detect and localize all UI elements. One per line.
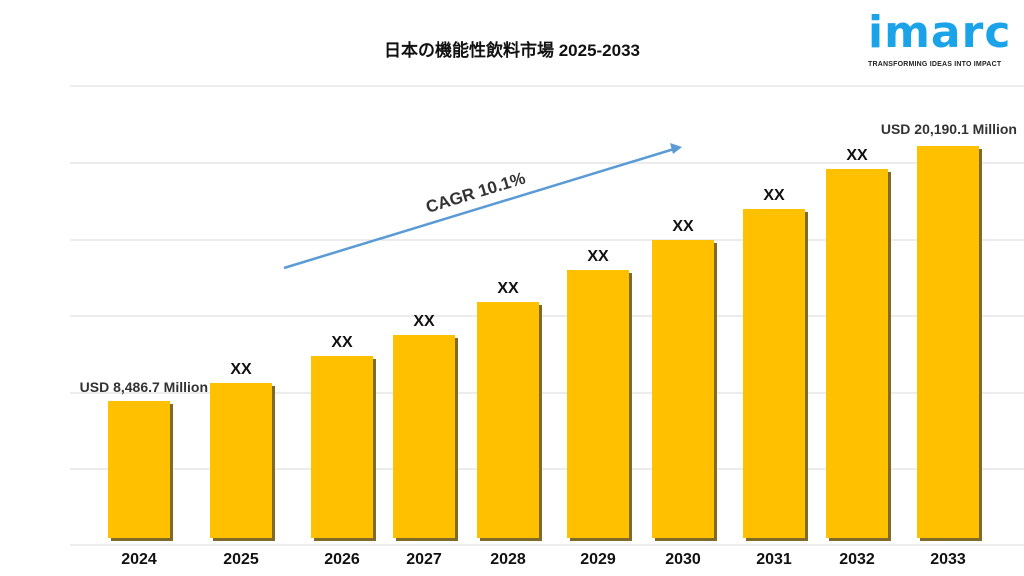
logo-word: imarc [868, 7, 1012, 58]
data-label: XX [587, 248, 609, 265]
bar [477, 302, 539, 538]
x-tick-label: 2033 [930, 551, 966, 568]
data-label: XX [672, 218, 694, 235]
bar [743, 209, 805, 538]
bar [393, 334, 455, 538]
cagr-arrow [283, 147, 675, 270]
data-label: USD 20,190.1 Million [881, 121, 1017, 137]
data-label: XX [497, 280, 519, 297]
bar [826, 169, 888, 538]
x-tick-label: 2032 [839, 551, 875, 568]
x-tick-label: 2030 [665, 551, 701, 568]
x-tick-label: 2024 [121, 551, 157, 568]
bar [917, 146, 979, 538]
bar [108, 400, 170, 538]
x-tick-label: 2031 [756, 551, 792, 568]
data-label: XX [763, 187, 785, 204]
data-label: XX [230, 361, 252, 378]
x-tick-label: 2029 [580, 551, 616, 568]
bar [652, 240, 714, 538]
bar [311, 355, 373, 538]
chart-title: 日本の機能性飲料市場 2025-2033 [383, 41, 641, 60]
data-label: USD 8,486.7 Million [80, 379, 208, 395]
imarc-logo: imarc TRANSFORMING IDEAS INTO IMPACT [868, 10, 1024, 69]
data-label: XX [331, 334, 353, 351]
x-tick-label: 2026 [324, 551, 360, 568]
x-tick-label: 2025 [223, 551, 259, 568]
data-label: XX [413, 313, 435, 330]
bar [210, 382, 272, 538]
bar [567, 270, 629, 538]
data-label: XX [846, 147, 868, 164]
logo-tagline: TRANSFORMING IDEAS INTO IMPACT [868, 61, 1002, 68]
x-tick-label: 2027 [406, 551, 442, 568]
x-tick-label: 2028 [490, 551, 526, 568]
arrow-head-icon [670, 143, 682, 154]
